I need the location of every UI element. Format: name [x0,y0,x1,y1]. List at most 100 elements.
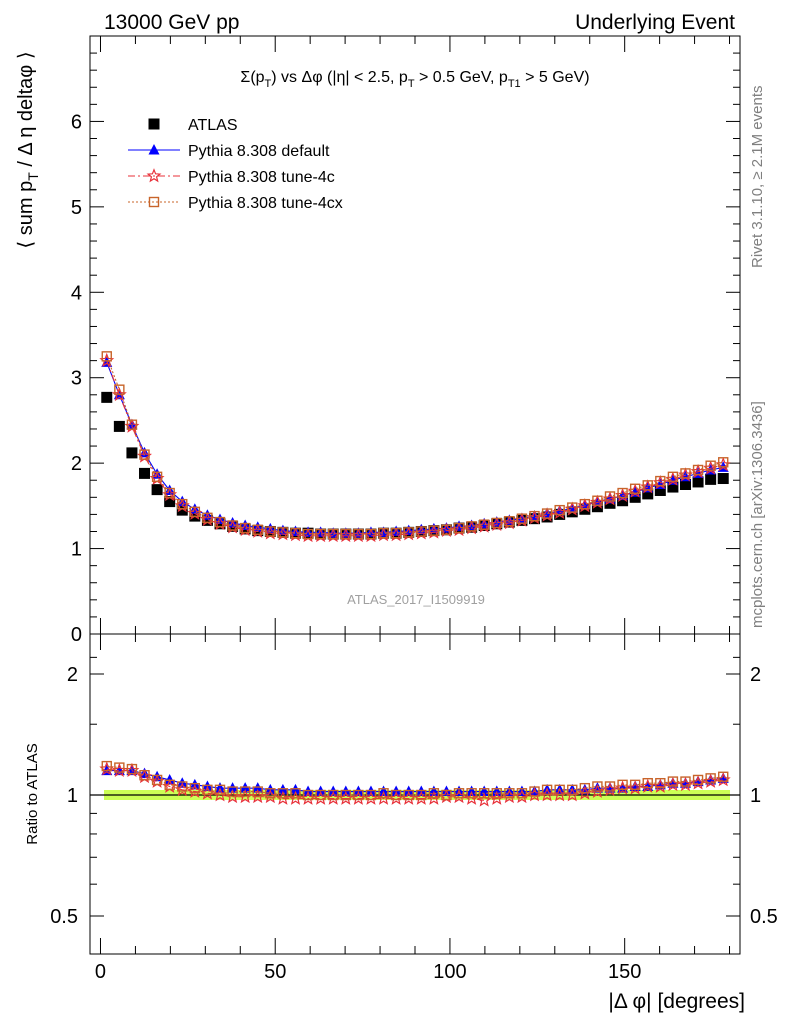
ratio-y-tick-label-left: 0.5 [50,906,78,928]
mc-point-tune-4cx [101,351,112,362]
atlas-data-point [591,501,603,513]
mc-point-tune-4cx [705,460,716,471]
ratio-point-tune-4cx [277,788,289,799]
atlas-data-point [101,391,113,403]
ratio-point-tune-4cx [466,788,477,799]
legend-label: Pythia 8.308 default [188,143,330,160]
main-panel: 0 1 2 3 4 5 6 ⟨ sum pT / Δ η deltaφ ⟩ [15,35,741,646]
atlas-data-point [617,495,629,507]
ratio-point-tune-4cx [239,786,251,797]
ratio-y-label: Ratio to ATLAS [24,743,41,844]
mc-point-tune-4cx [390,527,402,539]
ratio-y-tick-label-right: 1 [750,785,761,807]
ratio-point-tune-4cx [428,788,440,799]
atlas-data-point [717,473,729,485]
ratio-point-tune-4cx [655,777,666,789]
header-right: Underlying Event [575,11,735,34]
ratio-point-tune-4cx [441,789,452,801]
ratio-data [99,760,731,807]
mc-point-tune-4cx [567,502,578,513]
mc-point-tune-4cx [353,528,364,540]
ratio-point-tune-4cx [554,784,565,796]
ratio-y-axis: 0.5 0.5 1 1 2 2 [50,656,778,928]
x-tick-label: 0 [95,961,106,983]
ratio-point-tune-4cx [340,789,352,801]
ratio-point-tune-4cx [365,789,377,801]
mc-point-tune-4cx [189,506,201,518]
mc-point-tune-4cx [529,510,540,522]
mc-point-tune-4cx [139,449,150,460]
analysis-watermark: ATLAS_2017_I1509919 [347,592,485,607]
series-line-tune-4c [106,768,724,801]
atlas-data-point [692,476,704,488]
mc-point-tune-4cx [579,498,591,510]
mc-point-tune-4cx [428,525,440,536]
mc-point-tune-4cx [290,527,301,539]
legend-marker-tune-4cx [148,196,160,208]
x-tick-label: 150 [608,961,641,983]
mc-point-tune-4cx [378,527,389,539]
mc-point-tune-4cx [592,495,603,506]
ratio-y-tick-label-right: 2 [750,664,761,686]
ratio-point-tune-4cx [126,763,138,775]
mc-point-tune-4cx [114,384,125,395]
mc-point-default [352,527,364,538]
mc-point-tune-4cx [315,528,326,540]
mc-point-tune-4cx [629,483,641,494]
ratio-point-tune-4cx [642,777,653,789]
atlas-data-point [176,504,188,516]
atlas-data-point [113,420,125,432]
ratio-point-tune-4cx [453,788,465,799]
ratio-point-tune-4cx [252,786,263,797]
main-y-axis: 0 1 2 3 4 5 6 [71,52,740,646]
ratio-point-tune-4cx [403,789,414,801]
mc-point-tune-4cx [164,487,175,499]
mc-point-tune-4cx [504,516,515,527]
mc-point-tune-4cx [403,527,414,538]
x-axis-label: |Δ φ| [degrees] [608,990,745,1013]
ratio-x-axis: 0 50 100 150 [95,634,731,983]
mc-point-tune-4cx [541,508,553,519]
mc-point-default [327,527,339,538]
ratio-point-tune-4cx [390,789,402,801]
ratio-y-tick-label-left: 1 [67,785,78,807]
atlas-data-point [126,447,138,459]
ratio-point-tune-4cx [151,774,163,786]
legend-label: ATLAS [188,117,238,134]
atlas-data-point [705,473,717,485]
ratio-point-tune-4cx [491,788,502,799]
ratio-point-tune-4cx [101,760,112,772]
mc-point-tune-4cx [214,516,226,528]
main-y-label: ⟨ sum pT / Δ η deltaφ ⟩ [15,51,41,248]
atlas-data-point [629,491,641,503]
main-x-ticks [99,36,731,634]
ratio-point-tune-4cx [265,788,276,799]
atlas-data-point [667,481,679,493]
ratio-point-tune-4cx [705,773,716,784]
ratio-point-tune-4cx [617,779,628,791]
legend-label: Pythia 8.308 tune-4cx [188,195,343,212]
ratio-point-tune-4cx [416,789,427,801]
ratio-point-tune-4cx [315,789,326,801]
ratio-y-tick-label-left: 2 [67,664,78,686]
ratio-point-tune-4cx [667,776,679,787]
mcplots-label: mcplots.cern.ch [arXiv:1306.3436] [749,401,766,628]
ratio-point-tune-4cx [567,784,578,796]
ratio-point-tune-4cx [227,786,238,797]
legend-marker-default [148,144,160,155]
mc-point-tune-4cx [453,522,465,534]
main-y-tick-label: 2 [71,453,82,475]
ratio-point-tune-4cx [302,789,314,801]
mc-point-tune-4cx [692,464,704,476]
mc-point-tune-4cx [642,480,653,491]
mc-point-tune-4cx [239,522,251,534]
ratio-panel: 0.5 0.5 1 1 2 2 0 50 100 150 Ratio to ATLAS |Δ φ… [24,633,778,1013]
mc-point-tune-4cx [718,457,729,468]
ratio-point-tune-4cx [592,781,603,792]
main-data [99,351,731,543]
mc-point-tune-4cx [340,528,352,540]
mc-point-tune-4cx [252,524,263,535]
mc-point-tune-4cx [202,512,213,524]
ratio-point-tune-4cx [529,786,540,797]
